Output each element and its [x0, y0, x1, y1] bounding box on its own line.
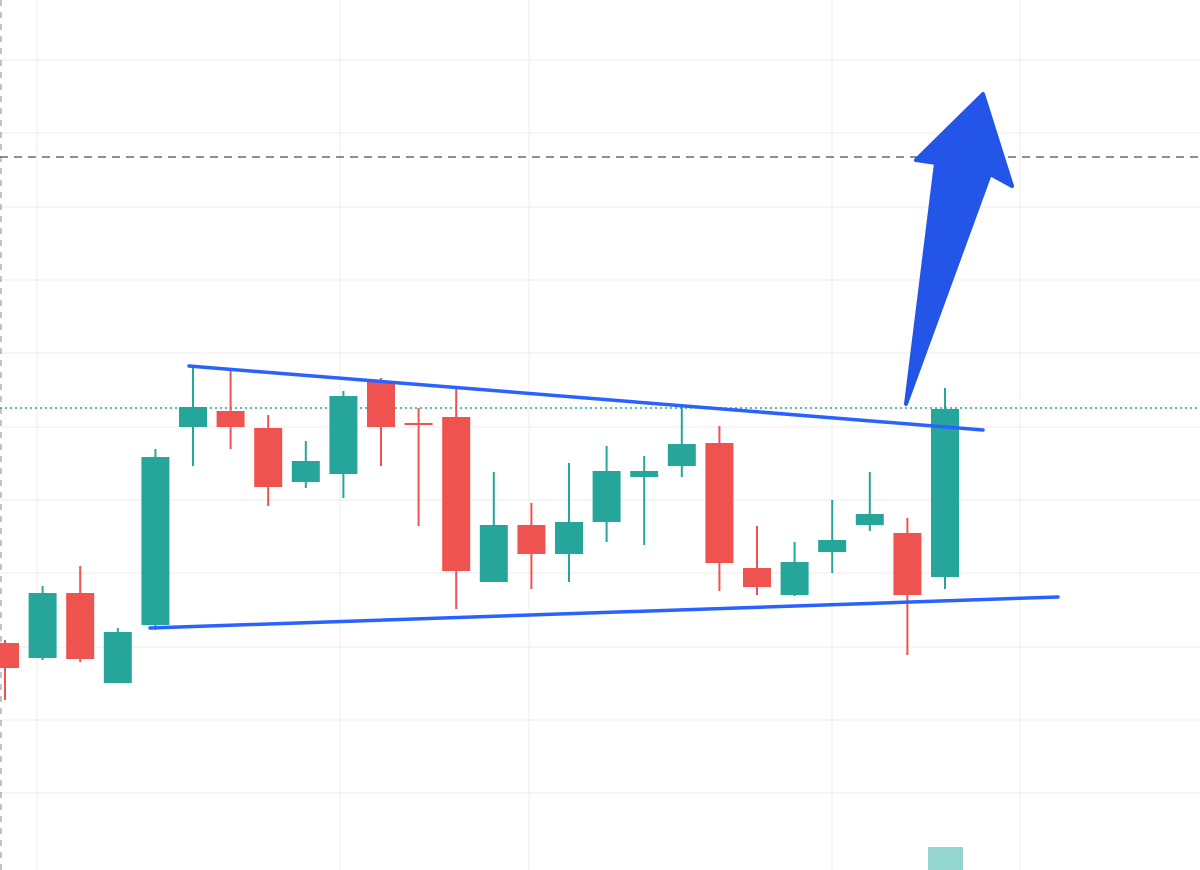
candle-body [818, 540, 847, 552]
candle-body [0, 643, 19, 668]
candle-body [705, 443, 734, 563]
candle-body [442, 417, 471, 571]
candle-body [329, 396, 358, 474]
trend-line-upper [187, 364, 985, 432]
candle-body [592, 471, 621, 522]
volume-bar [928, 847, 963, 870]
candle-body [141, 457, 170, 625]
candles [0, 367, 959, 700]
candle-body [254, 428, 283, 487]
candle-body [555, 522, 583, 554]
vertical-grid [36, 0, 1021, 870]
candle-body [931, 409, 959, 577]
candle-body [216, 411, 245, 427]
candle-body [179, 407, 207, 427]
candle-body [28, 593, 57, 658]
candle-body [66, 593, 95, 659]
candle-body [743, 568, 771, 587]
candle-body [667, 444, 696, 466]
candle-body [367, 381, 395, 427]
candle-body [517, 525, 546, 554]
candle-body [404, 423, 433, 425]
candle-body [479, 525, 508, 582]
candle-body [893, 533, 922, 595]
trend-line-lower [148, 595, 1060, 630]
candle-body [291, 461, 320, 482]
breakout-arrow [904, 92, 1014, 406]
candle-body [630, 471, 659, 477]
candle-body [780, 562, 809, 595]
candle-body [103, 632, 132, 683]
candle-body [855, 514, 884, 525]
